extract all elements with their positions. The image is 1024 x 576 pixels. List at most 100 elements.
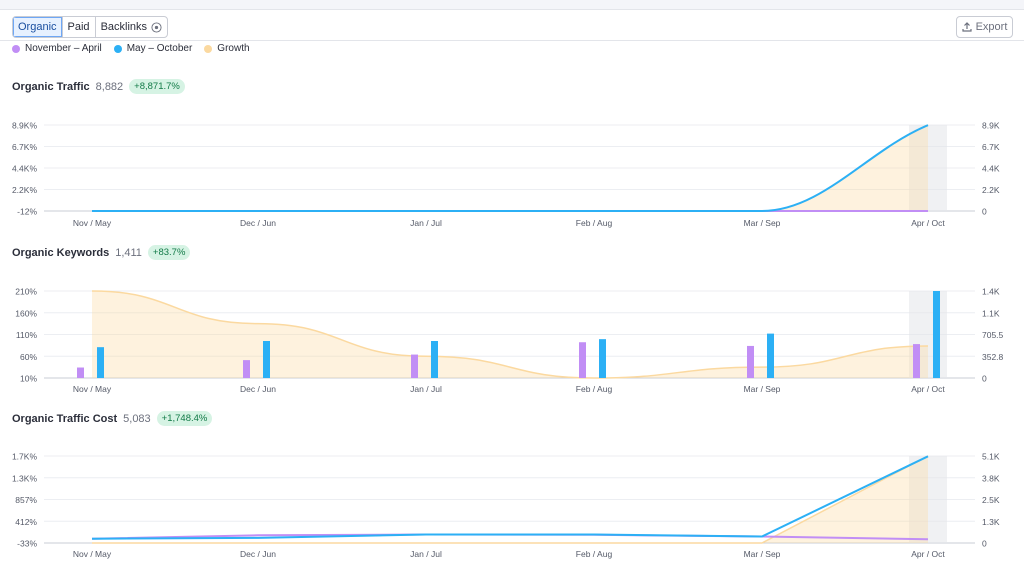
section-value: 8,882 xyxy=(95,80,124,93)
section-value: 5,083 xyxy=(123,412,151,425)
x-tick-label: Nov / May xyxy=(73,549,112,559)
x-tick-label: Feb / Aug xyxy=(576,384,613,394)
x-tick-label: Dec / Jun xyxy=(240,384,276,394)
toolbar: Organic Paid Backlinks Export xyxy=(0,10,1024,41)
section-value: 1,411 xyxy=(115,246,142,259)
bar-nov-apr xyxy=(579,342,586,378)
legend-item-may-oct[interactable]: May – October xyxy=(113,43,192,54)
y-tick-left: 60% xyxy=(20,352,37,362)
x-tick-label: Feb / Aug xyxy=(576,218,613,228)
y-tick-right: 3.8K xyxy=(982,473,1000,483)
y-tick-right: 2.5K xyxy=(982,495,1000,505)
y-tick-right: 705.5 xyxy=(982,330,1004,340)
series-line-may-oct xyxy=(91,455,929,540)
growth-area xyxy=(92,456,928,543)
bar-nov-apr xyxy=(747,345,754,378)
upload-icon xyxy=(961,22,972,32)
y-tick-left: 160% xyxy=(15,308,37,318)
x-tick-label: Apr / Oct xyxy=(911,549,945,559)
y-tick-right: 1.3K xyxy=(982,517,1000,527)
legend-item-growth[interactable]: Growth xyxy=(204,43,250,54)
bar-nov-apr xyxy=(411,354,418,378)
tab-backlinks[interactable]: Backlinks xyxy=(96,17,167,37)
y-tick-left: 10% xyxy=(20,374,37,384)
bar-nov-apr xyxy=(77,367,84,378)
y-tick-left: 210% xyxy=(15,287,37,297)
tab-organic[interactable]: Organic xyxy=(13,17,63,37)
x-tick-label: Apr / Oct xyxy=(911,384,945,394)
traffic-chart: 8.9K% 8.9K 6.7K% 6.7K 4.4K% 4.4K 2.2K% 2.2K -12%… xyxy=(12,121,1000,229)
legend-dot xyxy=(113,44,122,53)
eye-icon xyxy=(151,21,162,33)
bar-may-oct xyxy=(933,291,940,378)
section-title-keywords: Organic Keywords 1,411 +83.7% xyxy=(12,245,191,260)
x-tick-label: Mar / Sep xyxy=(744,218,781,228)
x-tick-label: Dec / Jun xyxy=(240,218,276,228)
growth-area xyxy=(92,125,928,211)
y-tick-left: 1.3K% xyxy=(12,473,37,483)
y-tick-left: 6.7K% xyxy=(12,142,37,152)
y-tick-left: 857% xyxy=(15,495,37,505)
y-tick-left: 8.9K% xyxy=(12,121,37,131)
y-tick-right: 0 xyxy=(982,539,987,549)
y-tick-right: 1.1K xyxy=(982,308,1000,318)
y-tick-right: 352.8 xyxy=(982,352,1004,362)
x-tick-label: Mar / Sep xyxy=(744,384,781,394)
traffic-cost-chart: 1.7K% 5.1K 1.3K% 3.8K 857% 2.5K 412% 1.3K -33% 0 N… xyxy=(12,452,1000,560)
bar-may-oct xyxy=(431,341,438,378)
y-tick-left: 2.2K% xyxy=(12,185,37,195)
report-card: Organic Paid Backlinks Export xyxy=(0,9,1024,576)
x-tick-label: Jan / Jul xyxy=(410,218,442,228)
growth-badge: +1,748.4% xyxy=(156,411,213,426)
growth-line xyxy=(91,290,929,379)
x-tick-label: Nov / May xyxy=(73,384,112,394)
y-tick-right: 0 xyxy=(982,374,987,384)
legend-item-nov-apr[interactable]: November – April xyxy=(12,43,102,54)
x-tick-label: Apr / Oct xyxy=(911,218,945,228)
y-tick-right: 1.4K xyxy=(982,287,1000,297)
legend-dot xyxy=(12,44,20,53)
bar-may-oct xyxy=(97,347,104,378)
x-tick-label: Jan / Jul xyxy=(410,549,442,559)
x-tick-label: Jan / Jul xyxy=(410,384,442,394)
y-tick-left: 4.4K% xyxy=(12,164,37,174)
source-tabs: Organic Paid Backlinks xyxy=(12,16,169,38)
growth-badge: +8,871.7% xyxy=(129,79,185,94)
y-tick-right: 2.2K xyxy=(982,185,1000,195)
y-tick-right: 5.1K xyxy=(982,452,1000,462)
y-tick-right: 4.4K xyxy=(982,164,1000,174)
bar-nov-apr xyxy=(243,360,250,378)
keywords-chart: 210% 1.4K 160% 1.1K 110% 705.5 60% 352.8 10% 0 Nov… xyxy=(15,287,1004,395)
legend-dot xyxy=(204,44,213,53)
y-tick-left: 412% xyxy=(15,517,37,527)
export-button[interactable]: Export xyxy=(956,16,1013,38)
section-name: Organic Traffic xyxy=(12,80,90,93)
x-tick-label: Dec / Jun xyxy=(240,549,276,559)
chart-legend: November – April May – October Growth xyxy=(12,43,250,54)
section-title-traffic: Organic Traffic 8,882 +8,871.7% xyxy=(12,79,185,94)
y-tick-left: -33% xyxy=(17,539,37,549)
section-name: Organic Traffic Cost xyxy=(12,412,118,425)
tab-paid[interactable]: Paid xyxy=(63,17,96,37)
y-tick-right: 6.7K xyxy=(982,142,1000,152)
y-tick-right: 8.9K xyxy=(982,121,1000,131)
section-name: Organic Keywords xyxy=(12,246,110,259)
y-tick-left: -12% xyxy=(17,207,37,217)
x-tick-label: Feb / Aug xyxy=(576,549,613,559)
y-tick-left: 110% xyxy=(16,330,38,340)
growth-line xyxy=(92,455,929,544)
x-tick-label: Mar / Sep xyxy=(744,549,781,559)
y-tick-right: 0 xyxy=(982,207,987,217)
bar-may-oct xyxy=(599,339,606,378)
bar-may-oct xyxy=(767,333,774,378)
highlight-band xyxy=(909,456,947,543)
series-line-may-oct xyxy=(92,124,929,212)
highlight-band xyxy=(909,125,947,211)
section-title-cost: Organic Traffic Cost 5,083 +1,748.4% xyxy=(12,411,213,426)
y-tick-left: 1.7K% xyxy=(12,452,37,462)
growth-badge: +83.7% xyxy=(147,245,191,260)
x-tick-label: Nov / May xyxy=(73,218,112,228)
bar-may-oct xyxy=(263,341,270,378)
bar-nov-apr xyxy=(913,344,920,378)
growth-area xyxy=(92,291,928,378)
